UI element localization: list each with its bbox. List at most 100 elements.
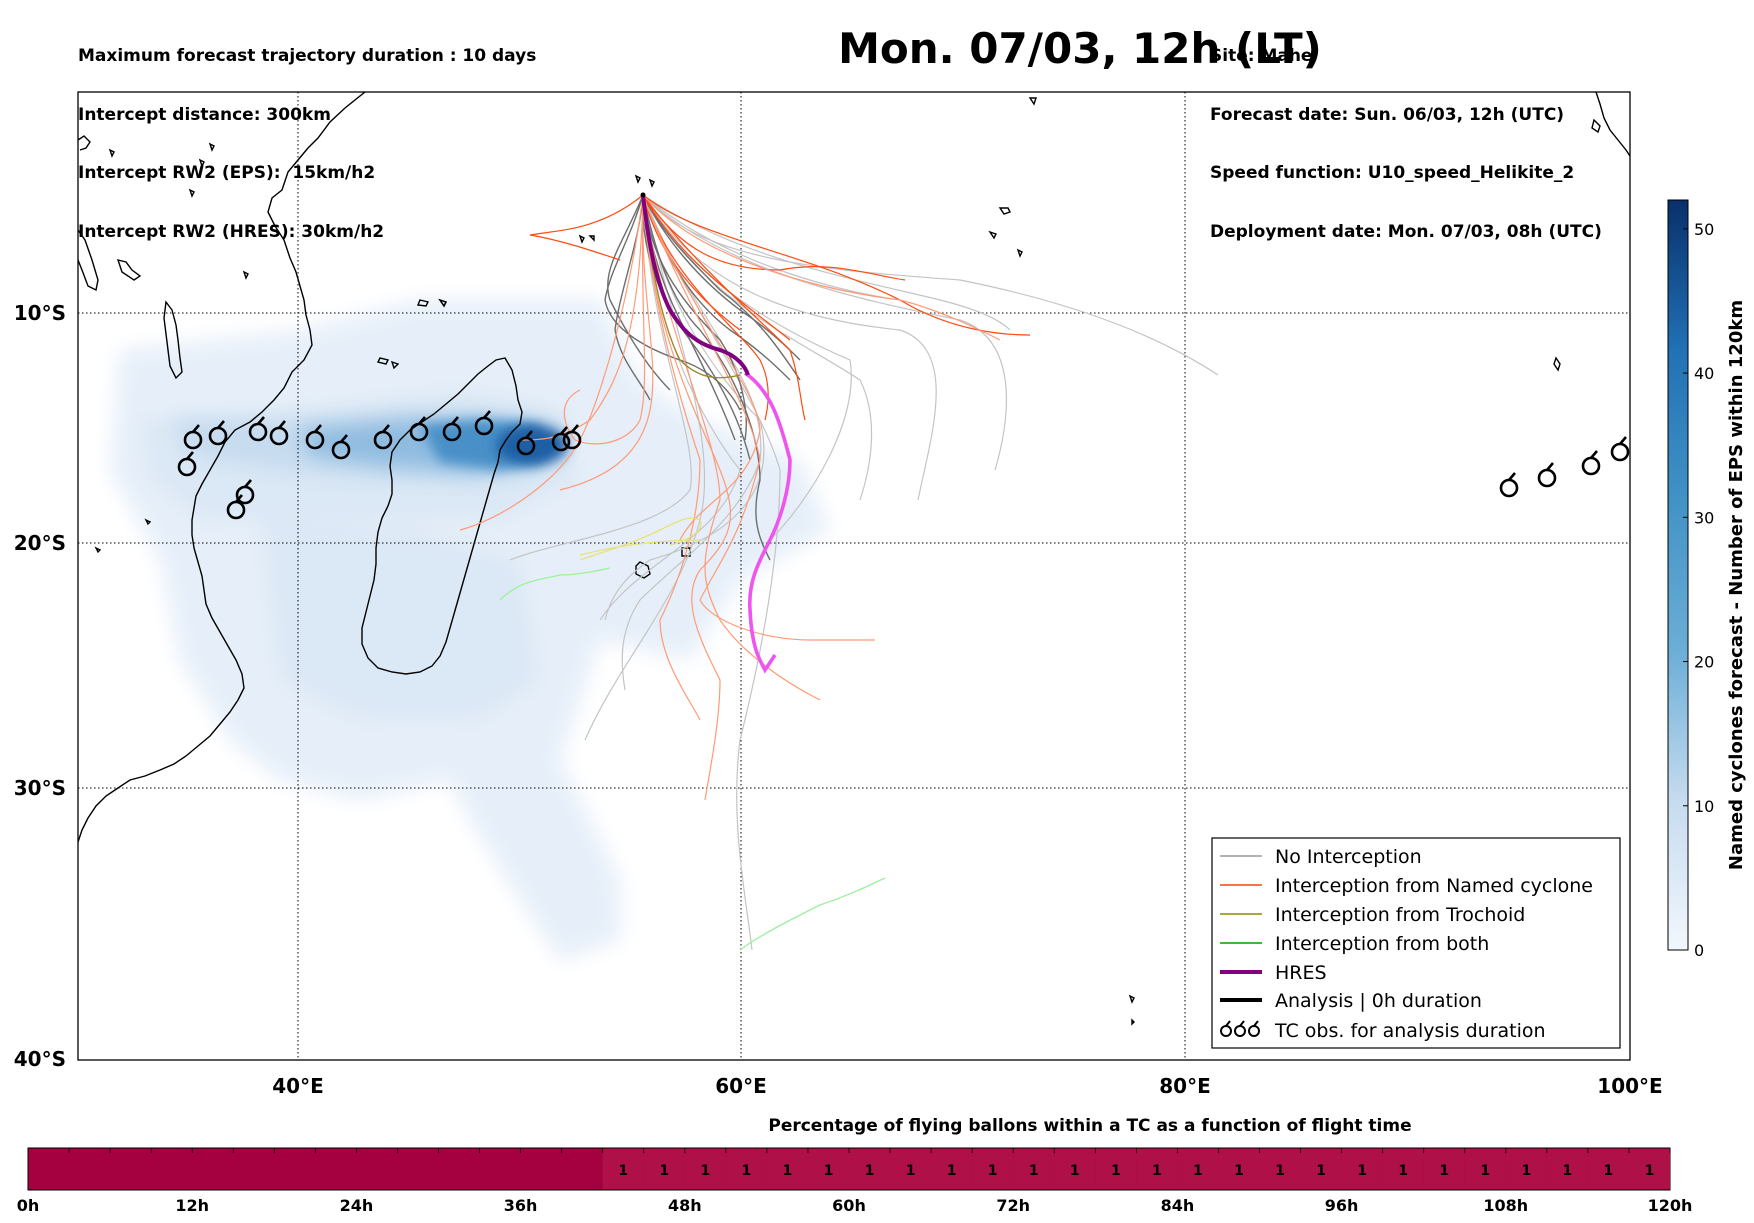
lat-tick-label: 30°S (14, 776, 66, 800)
eps-trajectories (459, 192, 1219, 951)
trajectory-line (739, 877, 886, 951)
legend-label: TC obs. for analysis duration (1274, 1020, 1546, 1042)
trajectory-line (642, 194, 751, 461)
colorbar-label: Named cyclones forecast - Number of EPS … (1726, 300, 1747, 870)
colorbar-tick-label: 30 (1694, 508, 1714, 527)
cyclone-symbol-icon (269, 420, 289, 446)
colorbar-gradient (1667, 199, 1689, 951)
lon-tick-label: 40°E (272, 1074, 324, 1098)
cyclone-symbol-icon (1537, 462, 1557, 488)
header-right-line: Speed function: U10_speed_Helikite_2 (1210, 163, 1575, 183)
map-area (78, 92, 1630, 1060)
trajectory-line (642, 194, 731, 801)
axis-labels: 40°E 60°E 80°E 100°E 10°S 20°S 30°S 40°S (14, 301, 1663, 1098)
page-title: Mon. 07/03, 12h (LT) (838, 24, 1322, 73)
trajectory-line (642, 194, 769, 421)
legend-label: Interception from Named cyclone (1275, 875, 1593, 897)
trajectory-line (642, 194, 771, 561)
trajectory-line (642, 194, 781, 951)
legend-label: Interception from both (1275, 933, 1489, 955)
cyclone-symbol-icon (226, 494, 246, 520)
trajectory-line (519, 194, 644, 441)
lat-tick-label: 10°S (14, 301, 66, 325)
header-left-line: Intercept RW2 (EPS): 15km/h2 (78, 163, 376, 183)
cyclone-symbol-icon (331, 434, 351, 460)
trajectory-line (642, 194, 937, 501)
cyclone-symbol-icon (442, 416, 462, 442)
cyclone-symbol-icon (248, 416, 268, 442)
colorbar-tick-label: 40 (1694, 364, 1714, 383)
header-right-line: Forecast date: Sun. 06/03, 12h (UTC) (1210, 104, 1565, 125)
cyclone-symbol-icon (183, 424, 203, 450)
trajectory-line (642, 194, 906, 281)
map-frame (77, 91, 1631, 1061)
cyclone-symbol-icon (1581, 450, 1601, 476)
africa-coastline (78, 92, 366, 843)
tc-observations (177, 410, 1630, 520)
cyclone-symbol-icon (235, 479, 255, 505)
cyclone-symbol-icon (474, 410, 494, 436)
cyclone-symbol-icon (305, 424, 325, 450)
graticule (78, 92, 1630, 1060)
trajectory-line (642, 194, 791, 341)
colorbar-tick-label: 50 (1694, 220, 1714, 239)
colorbar: 0 10 20 30 40 50 (1667, 199, 1714, 960)
trajectory-line (642, 194, 875, 641)
trajectory-line (642, 194, 1001, 341)
cyclone-symbol-icon (177, 451, 197, 477)
lat-tick-label: 20°S (14, 531, 66, 555)
trajectory-line (642, 194, 852, 541)
trajectory-line (499, 567, 611, 601)
trajectory-line (642, 194, 1011, 331)
cyclone-symbol-icon (208, 420, 228, 446)
header-left-line: Intercept RW2 (HRES): 30km/h2 (78, 221, 385, 242)
legend-label: Interception from Trochoid (1275, 904, 1525, 926)
colorbar-tick-label: 0 (1694, 941, 1704, 960)
header-right-line: Site: Mahe (1210, 46, 1313, 66)
trajectory-line (529, 194, 644, 261)
cyclone-symbol-icon (516, 430, 536, 456)
trajectory-line (642, 194, 747, 441)
header-right-info: Site: Mahe Forecast date: Sun. 06/03, 12… (1210, 8, 1602, 262)
trajectory-line (642, 194, 901, 301)
cyclone-density-field (110, 300, 830, 960)
header-right-line: Deployment date: Mon. 07/03, 08h (UTC) (1210, 221, 1602, 242)
header-left-line: Intercept distance: 300km (78, 104, 331, 125)
trajectory-line (563, 194, 646, 445)
trajectory-line (642, 194, 761, 541)
trajectory-line (459, 194, 644, 531)
hres-trajectory-late (743, 371, 792, 674)
legend-box (1211, 837, 1621, 1049)
lon-tick-label: 80°E (1159, 1074, 1211, 1098)
trajectory-line (642, 194, 801, 381)
trajectory-line (604, 194, 765, 621)
lon-tick-label: 100°E (1597, 1074, 1662, 1098)
colorbar-label-text: Named cyclones forecast - Number of EPS … (1726, 300, 1747, 870)
trajectory-line (642, 194, 741, 331)
cyclone-symbol-icon (1610, 436, 1630, 462)
lon-tick-label: 60°E (715, 1074, 767, 1098)
cyclone-symbol-icon (1499, 472, 1519, 498)
deployment-site-marker (640, 192, 646, 198)
cyclone-symbol-icon (409, 416, 429, 442)
trajectory-line (621, 194, 762, 691)
flight-bar-title: Percentage of flying ballons within a TC… (768, 1116, 1412, 1136)
hres-trajectory (641, 194, 750, 376)
cyclone-symbol-icon (1220, 1020, 1260, 1037)
trajectory-line (607, 194, 671, 391)
lat-tick-label: 40°S (14, 1047, 66, 1071)
legend-label: Analysis | 0h duration (1275, 990, 1482, 1012)
legend-label: No Interception (1275, 846, 1422, 868)
trajectory-line (642, 194, 821, 701)
legend-label: HRES (1275, 962, 1327, 984)
trajectory-line (642, 194, 1008, 471)
trajectory-line (559, 194, 654, 491)
legend: No Interception Interception from Named … (1211, 837, 1621, 1049)
trajectory-line (509, 194, 692, 561)
cyclone-symbol-icon (373, 424, 393, 450)
lake-malawi (163, 300, 183, 380)
trajectory-line (642, 194, 701, 721)
colorbar-tick-label: 10 (1694, 797, 1714, 816)
header-left-line: Maximum forecast trajectory duration : 1… (78, 46, 537, 66)
